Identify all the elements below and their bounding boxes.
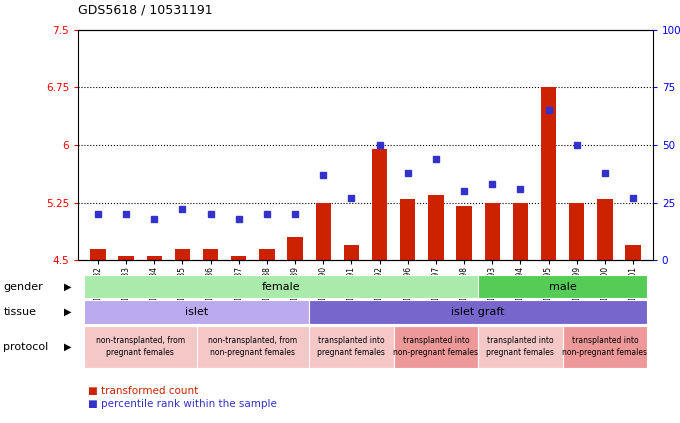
Bar [394, 326, 478, 368]
Bar [541, 87, 556, 260]
Text: protocol: protocol [3, 342, 49, 352]
Bar [90, 249, 105, 260]
Bar [569, 203, 585, 260]
Bar [626, 245, 641, 260]
Bar [343, 245, 359, 260]
Bar [309, 326, 394, 368]
Bar [84, 300, 309, 324]
Bar [84, 275, 478, 298]
Text: gender: gender [3, 282, 43, 291]
Bar [597, 199, 613, 260]
Bar [203, 249, 218, 260]
Bar [309, 300, 647, 324]
Bar [84, 326, 197, 368]
Bar [146, 256, 162, 260]
Text: transplanted into
non-pregnant females: transplanted into non-pregnant females [394, 336, 479, 357]
Text: non-transplanted, from
non-pregnant females: non-transplanted, from non-pregnant fema… [208, 336, 297, 357]
Bar [197, 326, 309, 368]
Text: female: female [262, 282, 301, 291]
Bar [288, 237, 303, 260]
Bar [456, 206, 472, 260]
Text: ▶: ▶ [64, 282, 71, 291]
Text: transplanted into
non-pregnant females: transplanted into non-pregnant females [562, 336, 647, 357]
Bar [259, 249, 275, 260]
Text: islet: islet [185, 307, 208, 317]
Text: non-transplanted, from
pregnant females: non-transplanted, from pregnant females [96, 336, 185, 357]
Text: ▶: ▶ [64, 342, 71, 352]
Bar [478, 275, 647, 298]
Text: transplanted into
pregnant females: transplanted into pregnant females [318, 336, 386, 357]
Text: islet graft: islet graft [452, 307, 505, 317]
Bar [428, 195, 443, 260]
Bar [485, 203, 500, 260]
Bar [400, 199, 415, 260]
Bar [175, 249, 190, 260]
Text: ■ transformed count: ■ transformed count [88, 386, 199, 396]
Bar [513, 203, 528, 260]
Bar [316, 203, 331, 260]
Text: GDS5618 / 10531191: GDS5618 / 10531191 [78, 4, 213, 17]
Text: ▶: ▶ [64, 307, 71, 317]
Bar [231, 256, 246, 260]
Text: tissue: tissue [3, 307, 37, 317]
Text: male: male [549, 282, 577, 291]
Text: transplanted into
pregnant females: transplanted into pregnant females [486, 336, 554, 357]
Bar [372, 149, 388, 260]
Bar [118, 256, 134, 260]
Bar [478, 326, 562, 368]
Text: ■ percentile rank within the sample: ■ percentile rank within the sample [88, 399, 277, 409]
Bar [562, 326, 647, 368]
